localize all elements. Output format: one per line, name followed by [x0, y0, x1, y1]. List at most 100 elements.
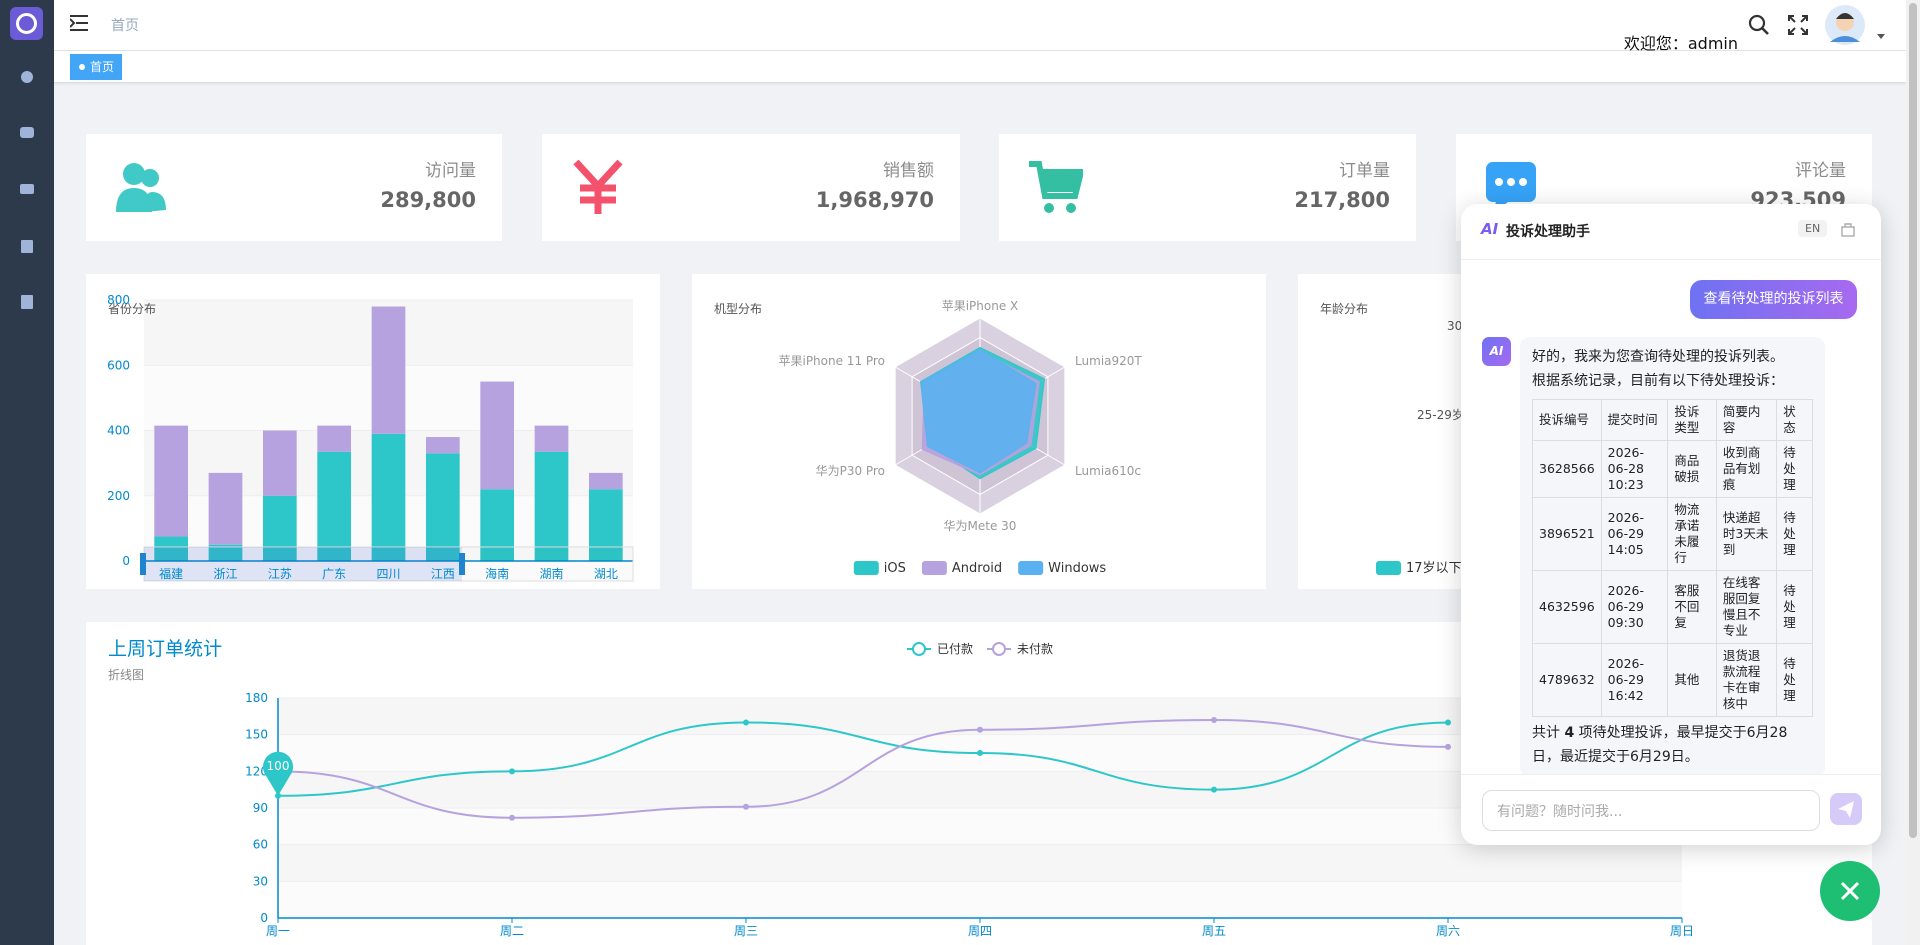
header-cell: 状态 — [1776, 399, 1813, 441]
stat-label: 访问量 — [425, 161, 476, 181]
indicator-label: 苹果iPhone X — [942, 299, 1019, 313]
bar — [317, 451, 352, 561]
hamburger[interactable] — [70, 15, 88, 31]
grid-band — [278, 771, 1682, 808]
bar — [588, 489, 623, 561]
minimize-icon[interactable] — [1840, 222, 1856, 238]
y-tick-label: 180 — [245, 691, 268, 705]
legend-swatch[interactable] — [1376, 561, 1401, 575]
y-tick-label: 0 — [122, 554, 130, 568]
table-cell: 快递超时3天未到 — [1715, 497, 1778, 571]
table-cell: 在线客服回复慢且不专业 — [1715, 570, 1778, 644]
mark-point-label: 100 — [267, 759, 290, 773]
table-cell: 2026-06-29 16:42 — [1600, 643, 1669, 717]
logo-mark — [16, 13, 37, 34]
x-tick-label: 周三 — [734, 924, 758, 938]
legend-swatch[interactable] — [921, 561, 947, 575]
table-cell: 物流承诺未履行 — [1667, 497, 1717, 571]
x-tick-label: 周四 — [968, 924, 992, 938]
scrollbar[interactable] — [1906, 0, 1920, 945]
radar-area — [920, 348, 1037, 474]
stat-value: 217,800 — [1294, 188, 1390, 212]
legend-marker[interactable] — [992, 642, 1006, 656]
chart-card: 机型分布 苹果iPhone X Lumia920T Lumia610c 华为Mete 3… — [692, 274, 1266, 589]
data-point — [743, 803, 749, 810]
stat-value: 1,968,970 — [815, 188, 934, 212]
bar — [317, 425, 352, 452]
scrollbar-thumb[interactable] — [1909, 3, 1917, 838]
x-tick-label: 周一 — [266, 924, 290, 938]
grid-band — [278, 881, 1682, 918]
legend-label: 已付款 — [937, 642, 973, 656]
ai-message: 好的，我来为您查询待处理的投诉列表。 根据系统记录，目前有以下待处理投诉： 投诉… — [1520, 337, 1825, 774]
sales-icon — [573, 160, 623, 214]
x-tick-label: 湖北 — [594, 566, 618, 581]
bar — [534, 425, 569, 452]
bar — [588, 472, 623, 490]
x-tick-label: 浙江 — [213, 567, 237, 581]
legend-marker[interactable] — [911, 642, 926, 656]
y-tick-label: 600 — [107, 358, 130, 372]
legend-label: iOS — [884, 561, 906, 576]
table-header-row: 投诉编号 提交时间 投诉类型 简要内容 状态 — [1532, 399, 1813, 441]
bar — [371, 306, 406, 434]
x-tick-label: 周日 — [1670, 924, 1694, 938]
logo — [10, 7, 43, 40]
tag[interactable]: 首页 — [70, 54, 123, 80]
x-tick-label: 江西 — [431, 567, 455, 581]
legend-swatch[interactable] — [853, 561, 879, 575]
table-cell: 待处理 — [1776, 570, 1813, 644]
data-point — [1211, 717, 1217, 723]
nav-icons[interactable] — [20, 71, 34, 309]
header-cell: 投诉类型 — [1667, 399, 1717, 441]
table-row: 4632596 2026-06-29 09:30 客服不回复 在线客服回复慢且不专业待… — [1532, 570, 1813, 644]
data-point — [509, 814, 515, 821]
series-line — [277, 721, 1449, 797]
chart-title: 机型分布 — [714, 302, 762, 316]
complaint-table: 投诉编号 提交时间 投诉类型 简要内容 状态 3628566 2026-06-28 10:2… — [1532, 399, 1813, 717]
breadcrumb[interactable]: 首页 — [111, 18, 139, 34]
table-cell: 客服不回复 — [1667, 570, 1717, 644]
reply-line: 根据系统记录，目前有以下待处理投诉： — [1532, 373, 1784, 389]
visits-icon — [116, 163, 166, 212]
mark-point — [263, 751, 293, 796]
x-tick-label: 周五 — [1202, 924, 1226, 938]
bar — [480, 381, 515, 490]
legend-label: Android — [952, 561, 1002, 576]
x-tick-label: 周二 — [500, 924, 524, 938]
bar — [154, 536, 189, 561]
fullscreen-icon[interactable] — [1787, 14, 1809, 36]
table-cell: 2026-06-29 09:30 — [1600, 570, 1669, 644]
stat-card: 销售额 1,968,970 — [542, 134, 960, 241]
table-cell: 待处理 — [1776, 643, 1813, 717]
stat-card: 访问量 289,800 — [86, 134, 502, 241]
close-button[interactable] — [1820, 861, 1880, 921]
data-point — [743, 719, 749, 726]
lang-button[interactable]: EN — [1798, 220, 1828, 237]
send-button[interactable] — [1830, 793, 1862, 825]
legend-label: Windows — [1048, 561, 1106, 576]
header-cell: 投诉编号 — [1532, 399, 1602, 441]
y-tick-label: 60 — [253, 838, 268, 852]
search-icon[interactable] — [1748, 14, 1772, 36]
table-cell: 商品破损 — [1667, 440, 1717, 498]
y-tick-label: 30 — [253, 874, 268, 888]
zoom-handle — [140, 553, 146, 575]
assistant-panel: AI 投诉处理助手 EN 查看待处理的投诉列表 AI 好的，我来为您查询待处理的… — [1461, 204, 1881, 845]
legend-swatch[interactable] — [1018, 561, 1044, 575]
y-tick-label: 120 — [245, 764, 268, 778]
placeholder: 有问题？随时问我... — [1497, 804, 1623, 820]
table-cell: 3628566 — [1532, 440, 1602, 498]
chat-input[interactable]: 有问题？随时问我... — [1482, 790, 1820, 831]
table-cell: 4632596 — [1532, 570, 1602, 644]
table-cell: 4789632 — [1532, 643, 1602, 717]
indicator-label: Lumia920T — [1075, 354, 1142, 368]
stat-value: 289,800 — [380, 188, 476, 212]
x-tick-label: 湖南 — [539, 566, 563, 581]
bar — [208, 544, 243, 561]
avatar[interactable] — [1824, 4, 1894, 48]
zoom-handle — [459, 553, 465, 575]
header-cell: 简要内容 — [1715, 399, 1778, 441]
